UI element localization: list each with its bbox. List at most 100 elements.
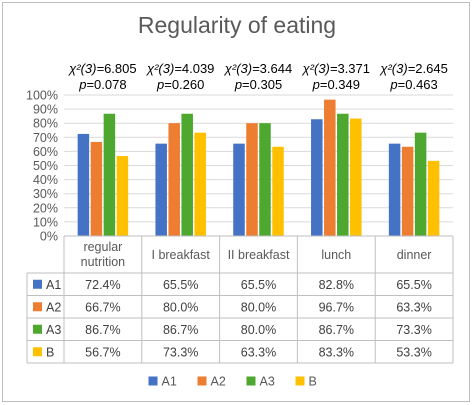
table-cell: 72.4% — [85, 278, 120, 292]
bar-a2-2 — [246, 123, 258, 236]
p-value: 0.260 — [172, 77, 205, 92]
table-cell: 73.3% — [396, 323, 431, 337]
p-eq: = — [242, 77, 250, 92]
p-value-label: p=0.260 — [156, 77, 204, 92]
table-cell: 80.0% — [241, 323, 276, 337]
p-value-label: p=0.305 — [234, 77, 282, 92]
bar-a2-0 — [90, 141, 103, 236]
row-key-a1 — [33, 279, 42, 289]
chi-value: 3.644 — [260, 61, 293, 76]
p-value-label: p=0.349 — [312, 77, 360, 92]
y-tick-label: 100% — [26, 89, 58, 103]
chi-square-label: χ²(3)=3.644 — [224, 61, 292, 76]
p-value: 0.078 — [94, 77, 127, 92]
y-tick-label: 80% — [33, 117, 58, 131]
p-eq: = — [398, 77, 406, 92]
y-tick-label: 60% — [33, 145, 58, 159]
legend-label: A3 — [260, 375, 275, 389]
category-label: lunch — [321, 248, 351, 262]
bar-a3-0 — [103, 113, 116, 236]
bar-a1-1 — [155, 143, 167, 236]
bar-b-2 — [272, 146, 284, 236]
y-tick-label: 50% — [33, 159, 58, 173]
table-cell: 73.3% — [163, 345, 198, 359]
p-value-label: p=0.463 — [389, 77, 437, 92]
p-prefix: p — [312, 77, 320, 92]
p-prefix: p — [156, 77, 164, 92]
table-cell: 80.0% — [241, 300, 276, 314]
table-cell: 65.5% — [163, 278, 198, 292]
chi-prefix: χ²(3)= — [379, 61, 415, 76]
bar-a3-4 — [414, 132, 427, 236]
table-cell: 86.7% — [85, 323, 120, 337]
chi-prefix: χ²(3)= — [68, 61, 104, 76]
y-tick-label: 70% — [33, 131, 58, 145]
row-label: A2 — [46, 300, 61, 314]
bar-a2-1 — [168, 123, 180, 236]
row-label: A1 — [46, 278, 61, 292]
bar-a1-3 — [311, 119, 323, 236]
table-cell: 53.3% — [396, 345, 431, 359]
stat-annotations: χ²(3)=6.805p=0.078χ²(3)=4.039p=0.260χ²(3… — [68, 61, 448, 92]
chi-value: 2.645 — [415, 61, 448, 76]
bar-a2-3 — [324, 99, 336, 236]
category-label: dinner — [397, 248, 432, 262]
p-value-label: p=0.078 — [78, 77, 126, 92]
table-cell: 82.8% — [319, 278, 354, 292]
p-prefix: p — [78, 77, 86, 92]
table-cell: 86.7% — [163, 323, 198, 337]
y-tick-label: 90% — [33, 103, 58, 117]
legend-label: A2 — [211, 375, 226, 389]
category-label: regular — [83, 240, 122, 254]
chi-prefix: χ²(3)= — [224, 61, 260, 76]
table-cell: 83.3% — [319, 345, 354, 359]
table-cell: 65.5% — [396, 278, 431, 292]
chi-square-label: χ²(3)=6.805 — [68, 61, 136, 76]
category-label: I breakfast — [152, 248, 211, 262]
chi-value: 3.371 — [337, 61, 370, 76]
y-tick-label: 0% — [40, 230, 58, 244]
p-prefix: p — [234, 77, 242, 92]
chart-title: Regularity of eating — [138, 12, 336, 38]
legend: A1 A2 A3 B — [148, 375, 317, 389]
table-cell: 80.0% — [163, 300, 198, 314]
bar-b-4 — [427, 160, 440, 236]
p-eq: = — [164, 77, 172, 92]
chi-value: 4.039 — [182, 61, 215, 76]
table-cell: 65.5% — [241, 278, 276, 292]
y-tick-label: 10% — [33, 215, 58, 229]
p-value: 0.349 — [327, 77, 360, 92]
table-cell: 96.7% — [319, 300, 354, 314]
table-cell: 86.7% — [319, 323, 354, 337]
bar-a1-2 — [233, 143, 245, 236]
legend-label: B — [309, 375, 317, 389]
chi-square-label: χ²(3)=3.371 — [302, 61, 370, 76]
p-value: 0.463 — [405, 77, 438, 92]
bar-a2-4 — [401, 146, 414, 236]
row-key-a2 — [33, 302, 42, 312]
legend-label: A1 — [162, 375, 177, 389]
row-label: A3 — [46, 323, 61, 337]
bar-a3-2 — [259, 123, 271, 236]
row-key-b — [33, 347, 42, 357]
y-tick-label: 40% — [33, 173, 58, 187]
legend-key-a3 — [246, 376, 256, 386]
row-label: B — [46, 345, 54, 359]
legend-key-a1 — [148, 376, 158, 386]
chi-prefix: χ²(3)= — [302, 61, 338, 76]
legend-key-b — [295, 376, 305, 386]
bar-a3-3 — [337, 113, 349, 236]
p-value: 0.305 — [250, 77, 283, 92]
bar-a3-1 — [181, 113, 193, 236]
chi-value: 6.805 — [104, 61, 137, 76]
p-eq: = — [320, 77, 328, 92]
y-tick-label: 30% — [33, 187, 58, 201]
chi-square-label: χ²(3)=2.645 — [379, 61, 447, 76]
row-key-a3 — [33, 324, 42, 334]
bars — [77, 99, 440, 236]
table-cell: 66.7% — [85, 300, 120, 314]
legend-key-a2 — [197, 376, 207, 386]
y-axis-ticks: 0%10%20%30%40%50%60%70%80%90%100% — [26, 89, 58, 244]
